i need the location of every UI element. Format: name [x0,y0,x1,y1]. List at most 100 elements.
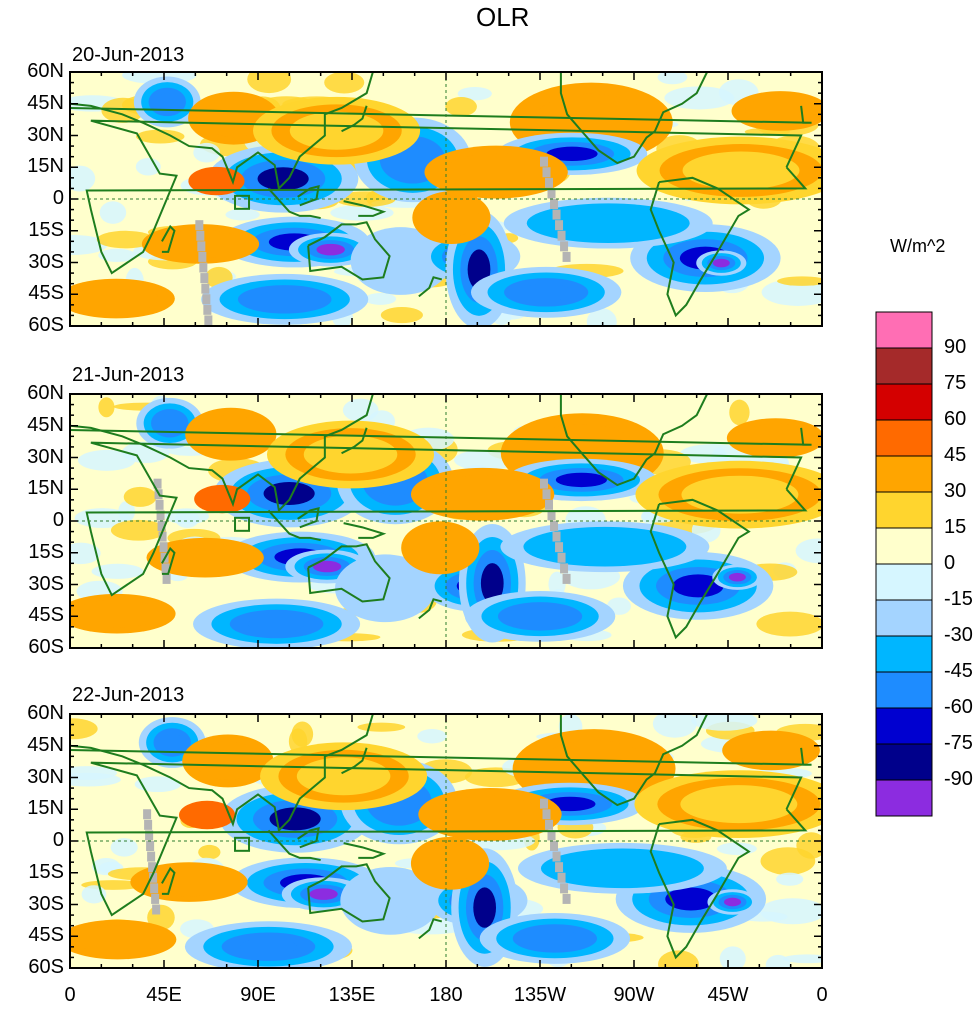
missing-data-cell [197,241,206,252]
colorbar-level-label: 60 [944,408,967,430]
panel-date-3: 22-Jun-2013 [72,684,185,706]
missing-data-cell [540,798,548,809]
lat-label: 0 [52,829,64,851]
anomaly-patch [796,832,822,859]
lat-label: 30N [27,445,64,468]
anomaly-contour [155,93,179,111]
anomaly-patch [78,449,136,471]
region-box [234,194,251,210]
anomaly-contour [680,785,798,824]
coastline [649,498,751,640]
missing-data-cell [547,510,556,521]
coastline [70,427,812,446]
anomaly-contour [431,475,535,514]
coastline [418,276,443,298]
missing-data-cell [161,563,170,574]
anomaly-contour [672,574,724,598]
anomaly-contour [309,888,338,900]
anomaly-patch [198,844,221,860]
anomaly-patch [136,129,185,144]
colorbar-swatch [875,311,933,349]
colorbar-swatch [875,635,933,673]
anomaly-contour [681,475,799,514]
missing-data-cell [157,521,166,531]
colorbar-level-label: 30 [944,480,967,502]
missing-data-cell [560,883,569,894]
anomaly-patch [174,509,200,528]
anomaly-patch [247,72,292,94]
region-box [234,516,251,532]
coastline [343,842,387,859]
missing-data-cell [151,893,160,904]
missing-data-cell [550,199,559,209]
anomaly-contour [546,146,598,162]
colorbar-swatch [875,347,933,385]
lat-label: 60N [27,702,64,724]
anomaly-patch [134,776,182,793]
coastline [161,224,176,253]
missing-data-cell [547,188,556,199]
colorbar-level-label: -15 [944,588,973,610]
missing-data-cell [547,830,556,841]
anomaly-patch [548,571,566,597]
anomaly-patch [110,838,138,857]
missing-data-cell [555,220,564,231]
anomaly-contour [316,243,345,256]
anomaly-patch [457,86,492,101]
missing-data-cell [545,499,554,510]
coastline [297,826,320,849]
lat-label: 45S [28,282,64,305]
coastline [307,221,391,281]
lat-label: 45N [27,91,64,114]
anomaly-patch [330,204,394,221]
colorbar-level-label: 15 [944,516,967,538]
anomaly-contour [745,96,816,126]
missing-data-cell [545,177,554,188]
anomaly-contour [728,572,746,582]
coastline [70,394,374,513]
missing-data-cell [204,315,213,326]
missing-data-cell [158,531,167,542]
coastline [559,394,709,487]
colorbar-level-label: 0 [944,552,956,574]
lat-label: 60N [27,60,64,82]
anomaly-patch [96,230,155,249]
anomaly-contour [444,153,548,192]
anomaly-patch [70,766,118,780]
anomaly-contour [303,435,398,474]
anomaly-contour [368,576,403,600]
anomaly-patch [719,946,746,968]
anomaly-contour [269,807,321,831]
anomaly-contour [423,198,480,237]
lon-label: 135E [328,984,376,1006]
colorbar-level-label: -60 [944,696,973,718]
anomaly-contour [421,844,479,883]
missing-data-cell [147,851,156,862]
anomaly-contour [520,283,572,301]
lat-label: 30N [27,123,64,146]
anomaly-patch [70,542,101,565]
lat-label: 30S [28,892,64,915]
missing-data-cell [540,156,548,167]
missing-data-cell [162,573,171,584]
anomaly-contour [158,414,182,432]
colorbar-swatch [875,707,933,745]
coastline [418,598,443,620]
colorbar-swatch [875,779,933,817]
anomaly-contour [724,897,742,907]
anomaly-contour [473,887,497,928]
coastline [297,184,320,207]
coastline [70,72,374,191]
anomaly-patch [756,611,822,637]
anomaly-patch [110,519,166,541]
missing-data-cell [560,241,569,252]
missing-data-cell [145,830,154,841]
lat-label: 30S [28,250,64,273]
missing-data-cell [143,809,152,820]
missing-data-cell [152,904,161,915]
anomaly-contour [665,887,717,911]
anomaly-patch [417,729,447,744]
coastline [85,119,808,275]
panel-date-1: 20-Jun-2013 [72,44,185,66]
